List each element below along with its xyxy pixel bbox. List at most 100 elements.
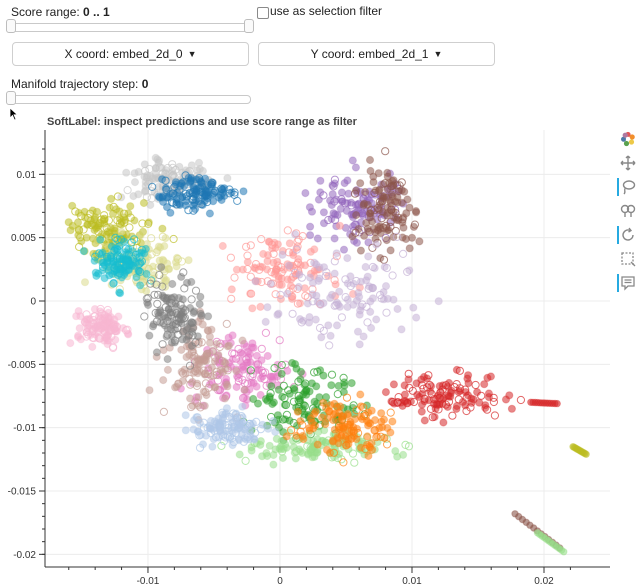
y-coord-select[interactable]: Y coord: embed_2d_1 ▼	[258, 42, 495, 66]
selection-filter-checkbox[interactable]	[257, 7, 269, 19]
scatter-point	[355, 340, 364, 349]
y-tick-label: -0.005	[8, 360, 37, 371]
trajectory-step-handle[interactable]	[6, 91, 16, 105]
scatter-point	[193, 379, 202, 388]
scatter-point	[343, 254, 352, 263]
scatter-point	[367, 323, 376, 333]
scatter-point	[293, 299, 302, 308]
x-coord-select[interactable]: X coord: embed_2d_0 ▼	[12, 42, 249, 66]
scatter-point	[409, 397, 419, 407]
box-select-tool[interactable]	[617, 248, 639, 270]
scatter-point	[238, 402, 247, 411]
scatter-point	[271, 290, 280, 299]
scatter-point	[423, 374, 432, 383]
scatter-point	[98, 248, 107, 257]
y-tick-label: -0.02	[13, 550, 36, 561]
scatter-point	[256, 440, 265, 449]
scatter-point	[316, 366, 325, 375]
scatter-point	[174, 379, 183, 388]
scatter-point	[294, 396, 303, 405]
scatter-point	[103, 227, 112, 236]
scatter-point	[361, 262, 370, 272]
x-tick-label: 0	[277, 576, 283, 585]
scatter-point	[263, 303, 272, 312]
scatter-point	[130, 235, 139, 244]
scatter-point	[296, 427, 305, 436]
scatter-point	[274, 309, 283, 318]
scatter-point	[226, 253, 235, 262]
scatter-point	[148, 322, 158, 331]
scatter-point	[261, 368, 270, 377]
scatter-point	[290, 385, 299, 395]
score-range-max-handle[interactable]	[244, 19, 254, 33]
lasso-select-tool[interactable]	[617, 176, 639, 198]
scatter-point	[116, 235, 126, 244]
scatter-point	[246, 272, 255, 281]
scatter-point	[141, 186, 150, 195]
scatter-point	[109, 343, 118, 353]
scatter-point	[179, 268, 188, 277]
scatter-point	[372, 315, 381, 324]
scatter-point	[79, 247, 88, 256]
scatter-point	[464, 371, 473, 380]
reset-tool[interactable]	[617, 224, 639, 246]
scatter-point	[274, 385, 283, 394]
scatter-point	[306, 222, 315, 231]
trajectory-step-value: 0	[141, 77, 149, 91]
scatter-point	[82, 233, 91, 242]
scatter-point	[278, 250, 287, 259]
scatter-point	[257, 235, 266, 244]
scatter-point	[256, 390, 265, 400]
scatter-point	[142, 269, 151, 278]
scatter-point	[412, 313, 421, 322]
score-range-min-handle[interactable]	[6, 19, 16, 33]
scatter-point	[96, 304, 105, 314]
scatter-point	[196, 292, 205, 301]
scatter-point	[382, 224, 391, 233]
scatter-point	[145, 386, 154, 395]
scatter-point	[187, 277, 196, 287]
scatter-point	[159, 407, 168, 416]
scatter-point	[370, 264, 379, 273]
scatter-point	[377, 417, 386, 426]
scatter-point	[252, 351, 261, 360]
scatter-point	[326, 293, 335, 302]
scatter-point	[187, 341, 196, 350]
scatter-point	[269, 460, 278, 469]
scatter-point	[223, 382, 232, 391]
scatter-point	[232, 265, 241, 274]
scatter-point	[417, 407, 426, 416]
scatter-point	[382, 263, 391, 273]
scatter-point	[397, 186, 406, 195]
pan-icon[interactable]	[617, 152, 639, 174]
scatter-point	[162, 203, 172, 212]
wheel-zoom-tool[interactable]	[617, 200, 639, 222]
scatter-point	[193, 166, 202, 175]
scatter-point	[363, 318, 372, 327]
scatter-point	[281, 440, 290, 449]
scatter-point	[288, 358, 297, 368]
scatter-point	[134, 167, 143, 176]
scatter-point	[74, 331, 83, 340]
scatter-point	[111, 335, 120, 344]
hover-tool[interactable]	[617, 272, 639, 294]
scatter-point	[409, 222, 418, 231]
scatter-point	[441, 400, 450, 409]
score-range-slider[interactable]	[11, 23, 251, 32]
scatter-point	[146, 279, 155, 288]
scatter-point	[157, 263, 166, 272]
scatter-point	[193, 332, 202, 341]
scatter-plot[interactable]: -0.01 0 0.01 0.02 0.01 0.005 0 -0.005 -0.01 -0.01…	[0, 128, 612, 585]
scatter-point	[356, 443, 366, 452]
scatter-point	[405, 266, 414, 275]
scatter-point	[94, 227, 103, 236]
scatter-point	[110, 267, 119, 276]
scatter-point	[387, 397, 396, 406]
scatter-point	[194, 401, 203, 410]
scatter-point	[341, 199, 350, 208]
scatter-point	[354, 429, 363, 438]
scatter-point	[177, 272, 186, 281]
trajectory-step-slider[interactable]	[11, 95, 251, 104]
scatter-point	[321, 271, 330, 281]
scatter-point	[230, 273, 239, 282]
